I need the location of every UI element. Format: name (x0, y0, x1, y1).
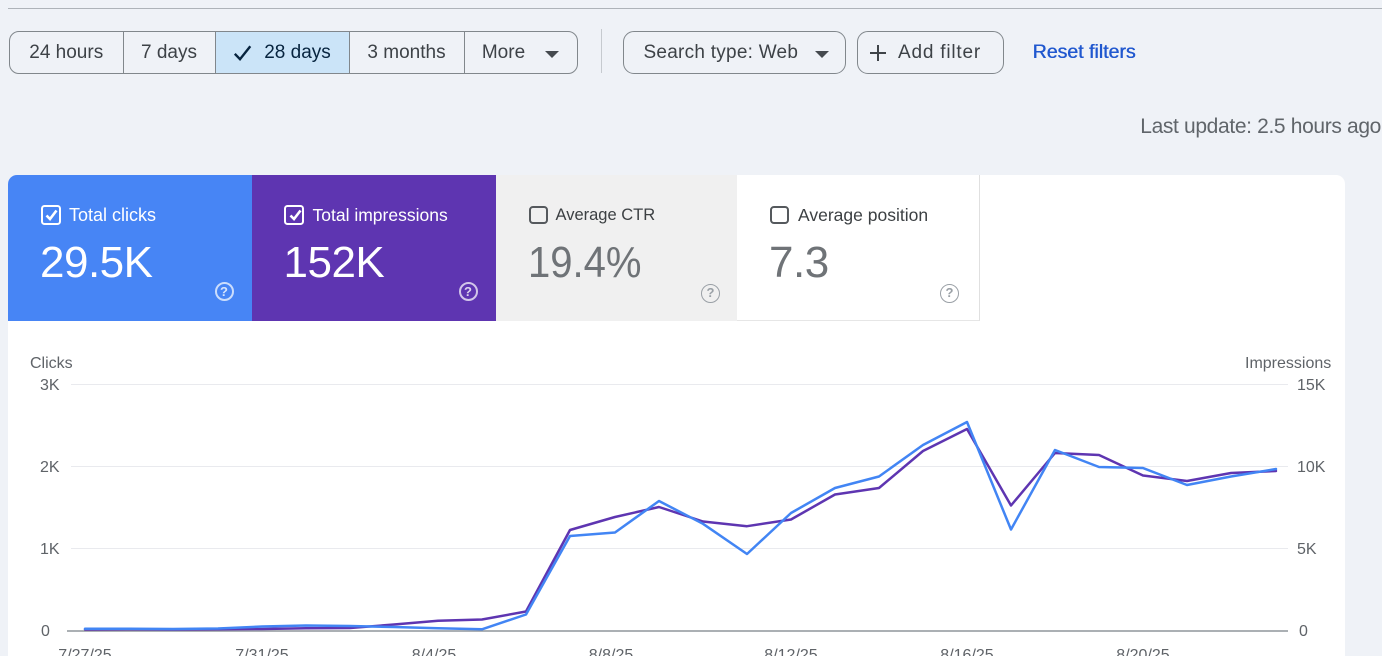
svg-text:8/20/25: 8/20/25 (1116, 647, 1169, 656)
svg-text:5K: 5K (1297, 541, 1317, 558)
svg-text:Clicks: Clicks (30, 355, 73, 372)
svg-text:1K: 1K (40, 541, 60, 558)
svg-text:8/12/25: 8/12/25 (764, 647, 817, 656)
svg-text:Impressions: Impressions (1245, 355, 1331, 372)
svg-text:2K: 2K (40, 459, 60, 476)
svg-text:0: 0 (1299, 623, 1308, 640)
svg-text:8/4/25: 8/4/25 (412, 647, 457, 656)
svg-text:8/16/25: 8/16/25 (940, 647, 993, 656)
svg-text:3K: 3K (40, 377, 60, 394)
svg-text:7/31/25: 7/31/25 (235, 647, 288, 656)
svg-text:10K: 10K (1297, 459, 1326, 476)
svg-text:7/27/25: 7/27/25 (58, 647, 111, 656)
svg-text:8/8/25: 8/8/25 (589, 647, 634, 656)
svg-text:15K: 15K (1297, 377, 1326, 394)
svg-text:0: 0 (41, 623, 50, 640)
